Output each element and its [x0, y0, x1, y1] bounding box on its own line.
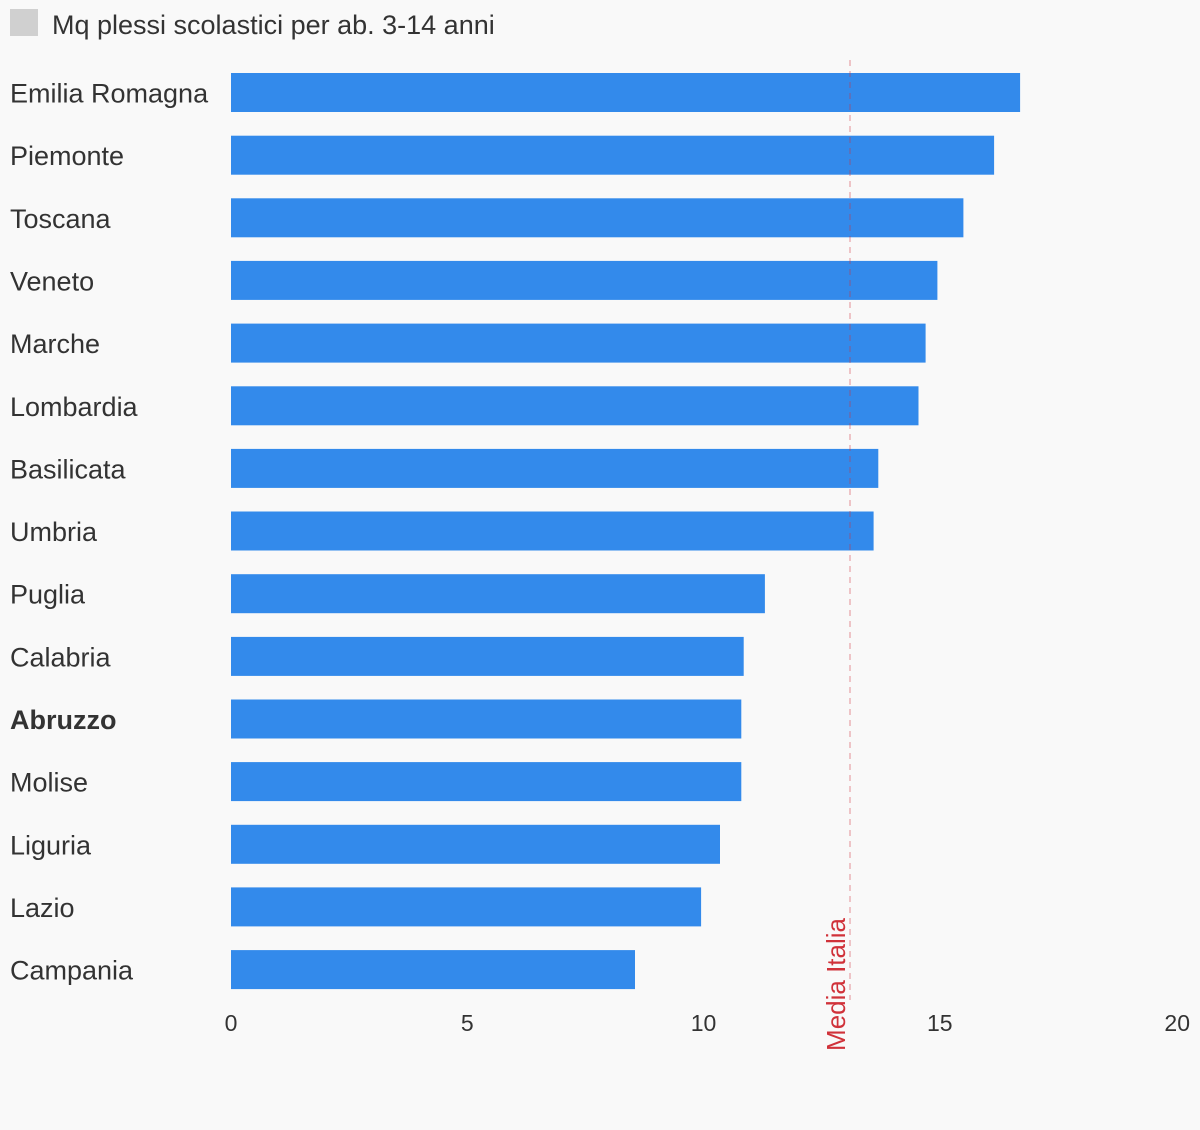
- category-label-campania: Campania: [10, 956, 134, 986]
- category-label-calabria: Calabria: [10, 642, 112, 672]
- bar-lombardia: [231, 386, 919, 426]
- category-label-umbria: Umbria: [10, 517, 98, 547]
- x-tick-label: 5: [461, 1010, 474, 1036]
- category-label-toscana: Toscana: [10, 204, 112, 234]
- legend-label: Mq plessi scolastici per ab. 3-14 anni: [52, 9, 495, 40]
- category-label-lombardia: Lombardia: [10, 392, 139, 422]
- reference-line-label: Media Italia: [821, 917, 851, 1050]
- x-tick-label: 0: [225, 1010, 238, 1036]
- bar-abruzzo: [231, 699, 742, 739]
- bar-umbria: [231, 511, 874, 551]
- bar-molise: [231, 762, 742, 802]
- bar-puglia: [231, 574, 765, 614]
- x-tick-label: 20: [1164, 1010, 1190, 1036]
- bar-toscana: [231, 198, 964, 238]
- bar-liguria: [231, 824, 720, 864]
- bar-campania: [231, 950, 635, 990]
- category-label-piemonte: Piemonte: [10, 141, 124, 171]
- bar-calabria: [231, 636, 744, 676]
- category-label-puglia: Puglia: [10, 580, 86, 610]
- category-label-lazio: Lazio: [10, 893, 75, 923]
- bar-veneto: [231, 260, 938, 300]
- bar-lazio: [231, 887, 702, 927]
- x-tick-label: 15: [927, 1010, 953, 1036]
- legend-swatch: [10, 8, 38, 36]
- category-label-veneto: Veneto: [10, 266, 94, 296]
- category-label-molise: Molise: [10, 768, 88, 798]
- chart-legend: Mq plessi scolastici per ab. 3-14 anni: [10, 8, 495, 40]
- category-label-basilicata: Basilicata: [10, 454, 127, 484]
- category-label-liguria: Liguria: [10, 830, 92, 860]
- category-label-abruzzo: Abruzzo: [10, 705, 116, 735]
- bar-emilia-romagna: [231, 73, 1021, 112]
- bar-piemonte: [231, 135, 995, 175]
- category-label-marche: Marche: [10, 329, 100, 359]
- bar-marche: [231, 323, 926, 363]
- category-label-emilia-romagna: Emilia Romagna: [10, 79, 209, 109]
- x-tick-label: 10: [691, 1010, 717, 1036]
- bar-basilicata: [231, 448, 879, 488]
